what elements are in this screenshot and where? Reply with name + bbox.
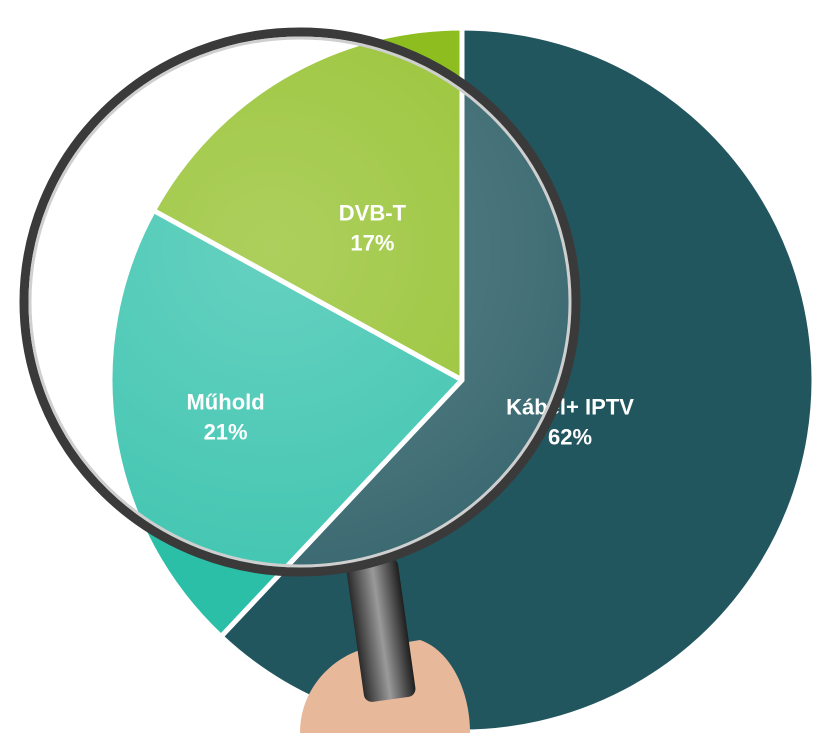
value-label: 62% [548,425,592,450]
chart: Kábel+ IPTV62%Műhold21%DVB-T17% [0,0,817,733]
lens [24,32,576,572]
